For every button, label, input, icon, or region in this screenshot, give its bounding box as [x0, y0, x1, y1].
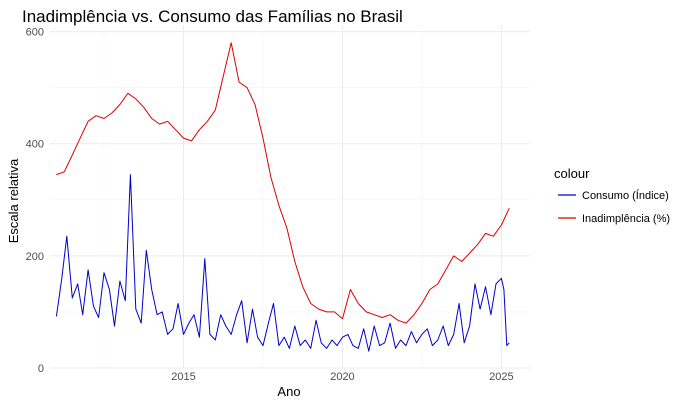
y-tick-label: 200 — [26, 251, 44, 263]
grid — [50, 26, 530, 369]
y-axis-label: Escala relativa — [6, 158, 21, 243]
chart-title: Inadimplência vs. Consumo das Famílias n… — [22, 7, 403, 26]
x-tick-label: 2020 — [330, 371, 354, 383]
y-tick-label: 400 — [26, 139, 44, 151]
y-tick-label: 600 — [26, 27, 44, 39]
series-layer — [55, 42, 510, 352]
x-tick-label: 2025 — [489, 371, 513, 383]
legend: colour Consumo (Índice) Inadimplência (%) — [554, 166, 670, 225]
legend-label-consumo: Consumo (Índice) — [582, 189, 669, 202]
x-axis-label: Ano — [277, 384, 300, 399]
series-line-inadimplencia — [56, 42, 510, 324]
y-tick-label: 0 — [38, 363, 44, 375]
legend-title: colour — [554, 166, 590, 181]
x-tick-label: 2015 — [171, 371, 195, 383]
axis-ticks: 0 200 400 600 2015 2020 2025 — [26, 27, 514, 383]
series-line-consumo — [55, 174, 510, 352]
legend-label-inadimplencia: Inadimplência (%) — [582, 213, 670, 225]
